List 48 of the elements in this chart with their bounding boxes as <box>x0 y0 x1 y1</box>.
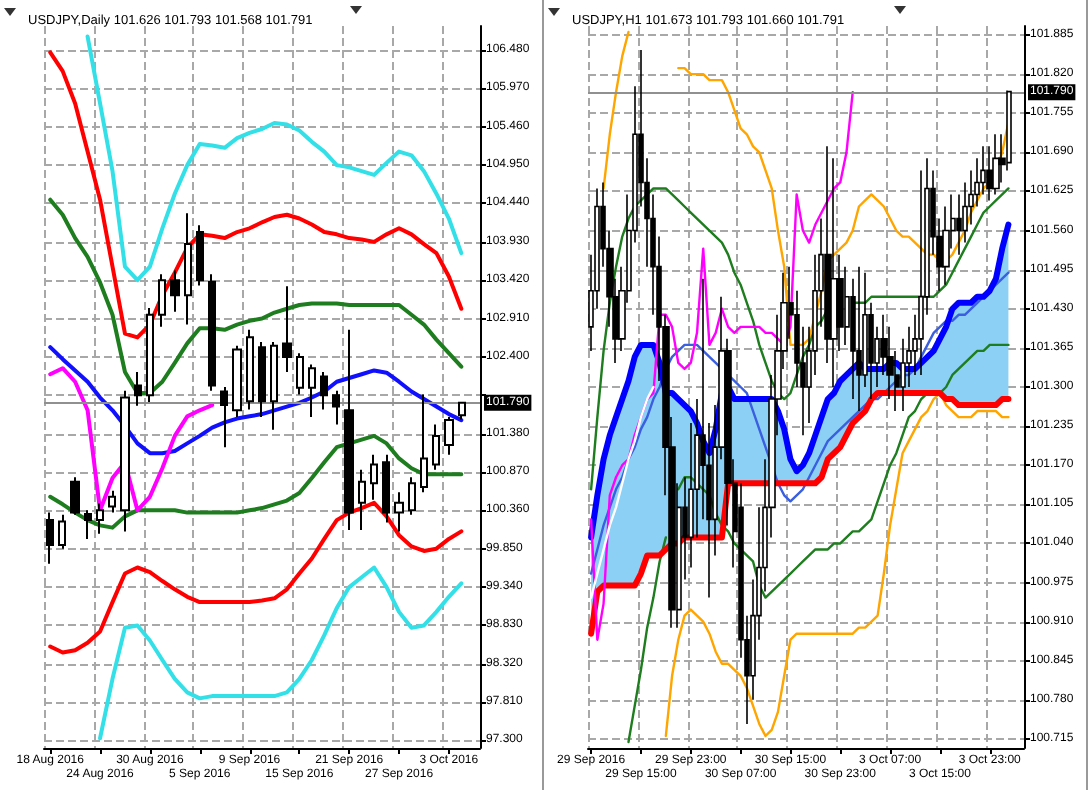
candlestick <box>96 502 104 535</box>
candlestick <box>220 386 228 449</box>
line-series <box>664 391 1010 738</box>
candlestick <box>246 328 254 411</box>
line-series <box>48 433 464 530</box>
line-series <box>48 366 215 513</box>
candlestick <box>120 389 130 533</box>
candlestick <box>394 491 404 533</box>
candlestick <box>84 509 92 540</box>
candlestick <box>308 363 316 419</box>
candlestick <box>232 344 242 419</box>
candlestick <box>58 513 66 550</box>
candlestick <box>196 224 204 287</box>
candlestick <box>344 328 354 531</box>
candlestick <box>158 273 166 328</box>
candlestick <box>856 265 862 412</box>
candlestick <box>358 468 366 531</box>
candlestick <box>70 476 80 516</box>
candlestick <box>170 269 180 313</box>
candlestick <box>184 212 192 326</box>
line-series <box>48 345 464 456</box>
line-series <box>589 385 655 599</box>
candlestick <box>108 489 116 514</box>
candlestick <box>408 476 416 516</box>
line-series <box>48 50 464 340</box>
line-series <box>589 271 1010 575</box>
candlestick <box>992 133 1000 196</box>
candlestick <box>296 352 304 396</box>
candlestick <box>458 401 466 421</box>
candlestick <box>382 453 390 524</box>
candlestick <box>444 416 454 456</box>
line-series <box>589 90 854 641</box>
candlestick <box>282 285 292 373</box>
candlestick <box>270 340 278 431</box>
candlestick <box>432 423 440 471</box>
candlestick <box>332 389 340 426</box>
candlestick <box>134 370 142 407</box>
candlestick <box>208 273 216 392</box>
candlestick <box>46 511 54 565</box>
line-series <box>48 197 464 396</box>
candlestick <box>258 340 266 419</box>
candlestick <box>146 307 154 404</box>
line-series <box>48 500 464 655</box>
candlestick <box>420 393 428 494</box>
candlestick <box>320 370 328 411</box>
candlestick <box>370 453 378 501</box>
line-series <box>85 34 464 283</box>
line-series <box>98 565 464 741</box>
